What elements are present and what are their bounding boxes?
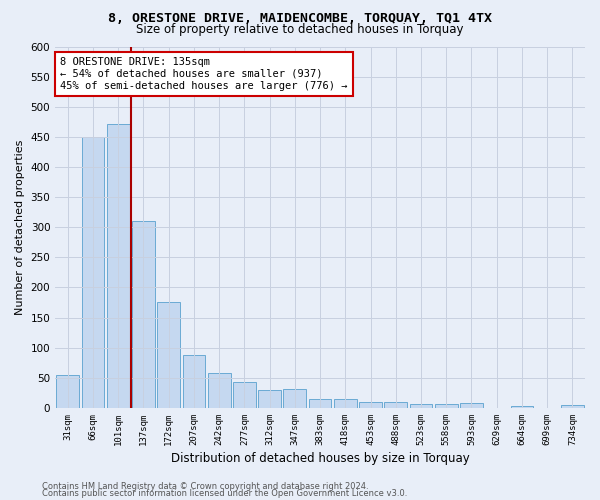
X-axis label: Distribution of detached houses by size in Torquay: Distribution of detached houses by size … bbox=[171, 452, 469, 465]
Bar bbox=[561, 405, 584, 408]
Bar bbox=[359, 402, 382, 408]
Bar bbox=[107, 124, 130, 408]
Bar bbox=[157, 302, 180, 408]
Bar bbox=[233, 382, 256, 408]
Bar bbox=[283, 390, 306, 408]
Bar bbox=[132, 220, 155, 408]
Bar bbox=[385, 402, 407, 408]
Bar bbox=[56, 375, 79, 408]
Y-axis label: Number of detached properties: Number of detached properties bbox=[15, 140, 25, 315]
Bar bbox=[410, 404, 433, 408]
Bar bbox=[460, 402, 483, 408]
Bar bbox=[435, 404, 458, 408]
Text: Size of property relative to detached houses in Torquay: Size of property relative to detached ho… bbox=[136, 22, 464, 36]
Text: Contains HM Land Registry data © Crown copyright and database right 2024.: Contains HM Land Registry data © Crown c… bbox=[42, 482, 368, 491]
Bar bbox=[309, 399, 331, 408]
Bar bbox=[82, 137, 104, 408]
Text: 8 ORESTONE DRIVE: 135sqm
← 54% of detached houses are smaller (937)
45% of semi-: 8 ORESTONE DRIVE: 135sqm ← 54% of detach… bbox=[61, 58, 348, 90]
Bar bbox=[258, 390, 281, 408]
Bar bbox=[511, 406, 533, 408]
Bar bbox=[208, 373, 230, 408]
Text: 8, ORESTONE DRIVE, MAIDENCOMBE, TORQUAY, TQ1 4TX: 8, ORESTONE DRIVE, MAIDENCOMBE, TORQUAY,… bbox=[108, 12, 492, 26]
Text: Contains public sector information licensed under the Open Government Licence v3: Contains public sector information licen… bbox=[42, 490, 407, 498]
Bar bbox=[334, 399, 356, 408]
Bar bbox=[182, 355, 205, 408]
